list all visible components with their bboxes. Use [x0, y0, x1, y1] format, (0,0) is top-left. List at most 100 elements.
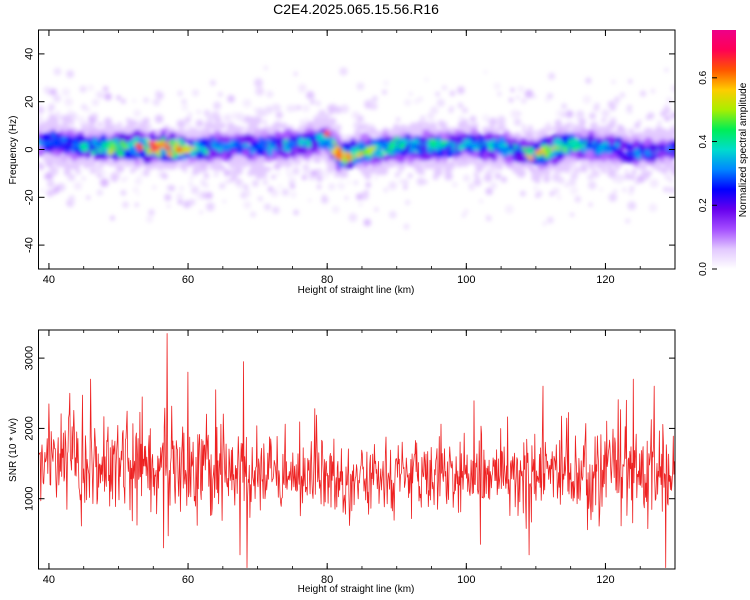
spectrogram-cell — [569, 186, 579, 195]
spectrogram-cell — [580, 164, 588, 173]
spectrogram-cell — [524, 89, 534, 99]
spectrogram-cell — [591, 169, 600, 179]
spectrogram-cell — [315, 100, 321, 106]
spectrogram-cell — [117, 126, 122, 131]
spectrogram-cell — [155, 90, 162, 97]
spectrogram-cell — [604, 136, 609, 141]
spectrogram-cell — [79, 85, 87, 93]
spectrogram-cell — [242, 142, 249, 149]
spectrogram-cell — [231, 173, 238, 180]
spectrogram-cell — [289, 150, 296, 157]
spectrogram-cell — [255, 86, 265, 96]
spectrogram-cell — [679, 149, 683, 153]
spectrogram-cell — [473, 122, 479, 128]
spectrogram-cell — [570, 150, 578, 158]
spectrogram-cell — [557, 195, 562, 200]
spectrogram-cell — [483, 70, 488, 74]
colorbar-tick-label: 0.0 — [698, 262, 709, 276]
spectrogram-cell — [624, 172, 632, 180]
spectrogram-cell — [462, 119, 469, 126]
spectrogram-cell — [82, 127, 90, 134]
spectrogram-cell — [55, 111, 61, 117]
spectrogram-cell — [217, 156, 222, 161]
spectrogram-cell — [567, 111, 573, 117]
spectrogram-cell — [254, 136, 260, 142]
spectrogram-ytick-label: 0 — [24, 146, 36, 152]
spectrogram-cell — [274, 130, 282, 138]
spectrogram-cell — [662, 106, 671, 115]
spectrogram-cell — [200, 191, 207, 198]
spectrogram-cell — [88, 133, 93, 139]
spectrogram-cell — [263, 126, 268, 131]
spectrogram-cell — [222, 142, 230, 150]
spectrogram-cell — [256, 169, 266, 178]
spectrogram-cell — [311, 96, 316, 101]
spectrogram-cell — [437, 164, 443, 170]
spectrogram-cell — [517, 85, 525, 93]
spectrogram-cell — [215, 140, 222, 147]
spectrogram-cell — [252, 140, 258, 146]
spectrogram-cell — [419, 155, 426, 162]
spectrogram-cell — [668, 153, 674, 159]
spectrogram-cell — [475, 165, 483, 173]
spectrogram-cell — [374, 176, 378, 180]
spectrogram-cell — [588, 181, 597, 190]
spectrogram-cell — [275, 141, 285, 150]
spectrogram-cell — [636, 154, 642, 160]
spectrogram-cell — [150, 132, 156, 137]
spectrogram-cell — [508, 97, 514, 103]
spectrogram-cell — [250, 211, 257, 218]
spectrogram-cell — [182, 155, 187, 161]
spectrogram-cell — [243, 183, 248, 188]
snr-xtick-label: 100 — [457, 574, 475, 586]
spectrogram-cell — [547, 72, 556, 80]
spectrogram-cell — [429, 122, 438, 130]
spectrogram-cell — [626, 154, 635, 164]
spectrogram-cell — [447, 134, 451, 138]
spectrogram-cell — [543, 175, 551, 183]
spectrogram-cell — [562, 124, 567, 130]
spectrogram-cell — [318, 118, 328, 128]
spectrogram-cell — [566, 170, 570, 174]
spectrogram-cell — [649, 178, 659, 188]
spectrogram-cell — [494, 128, 499, 134]
spectrogram-cell — [189, 182, 193, 186]
spectrogram-cell — [629, 186, 635, 192]
spectrogram-cell — [473, 178, 482, 187]
spectrogram-cell — [383, 187, 388, 193]
spectrogram-cell — [64, 97, 74, 107]
spectrogram-cell — [206, 114, 215, 123]
spectrogram-cell — [540, 139, 546, 144]
spectrogram-cell — [397, 169, 403, 175]
spectrogram-cell — [403, 223, 410, 230]
spectrogram-cell — [266, 90, 274, 98]
spectrogram-cell — [515, 95, 520, 100]
spectrogram-cell — [420, 115, 426, 121]
spectrogram-cell — [133, 109, 141, 118]
spectrogram-cell — [277, 149, 285, 156]
spectrogram-cell — [179, 186, 184, 191]
spectrogram-cell — [546, 92, 554, 100]
spectrogram-cell — [88, 122, 96, 129]
snr-ytick-label: 1000 — [24, 486, 36, 510]
spectrogram-cell — [536, 190, 543, 197]
spectrogram-cell — [660, 166, 669, 175]
spectrogram-cell — [365, 182, 372, 188]
spectrogram-cell — [46, 180, 55, 188]
spectrogram-cell — [50, 155, 57, 162]
spectrogram-cell — [301, 104, 310, 113]
spectrogram-cell — [101, 141, 105, 145]
spectrogram-cell — [430, 106, 439, 115]
spectrogram-cell — [350, 156, 355, 161]
spectrogram-cell — [323, 130, 330, 137]
spectrogram-cell — [209, 158, 214, 163]
spectrogram-cell — [642, 139, 650, 147]
spectrogram-cell — [613, 189, 618, 193]
spectrogram-cell — [487, 150, 493, 156]
spectrogram-cell — [327, 104, 336, 113]
spectrogram-cell — [41, 188, 45, 192]
spectrogram-cell — [426, 148, 431, 153]
spectrogram-cell — [393, 136, 400, 143]
spectrogram-cell — [354, 135, 361, 142]
snr-xlabel: Height of straight line (km) — [298, 584, 415, 595]
